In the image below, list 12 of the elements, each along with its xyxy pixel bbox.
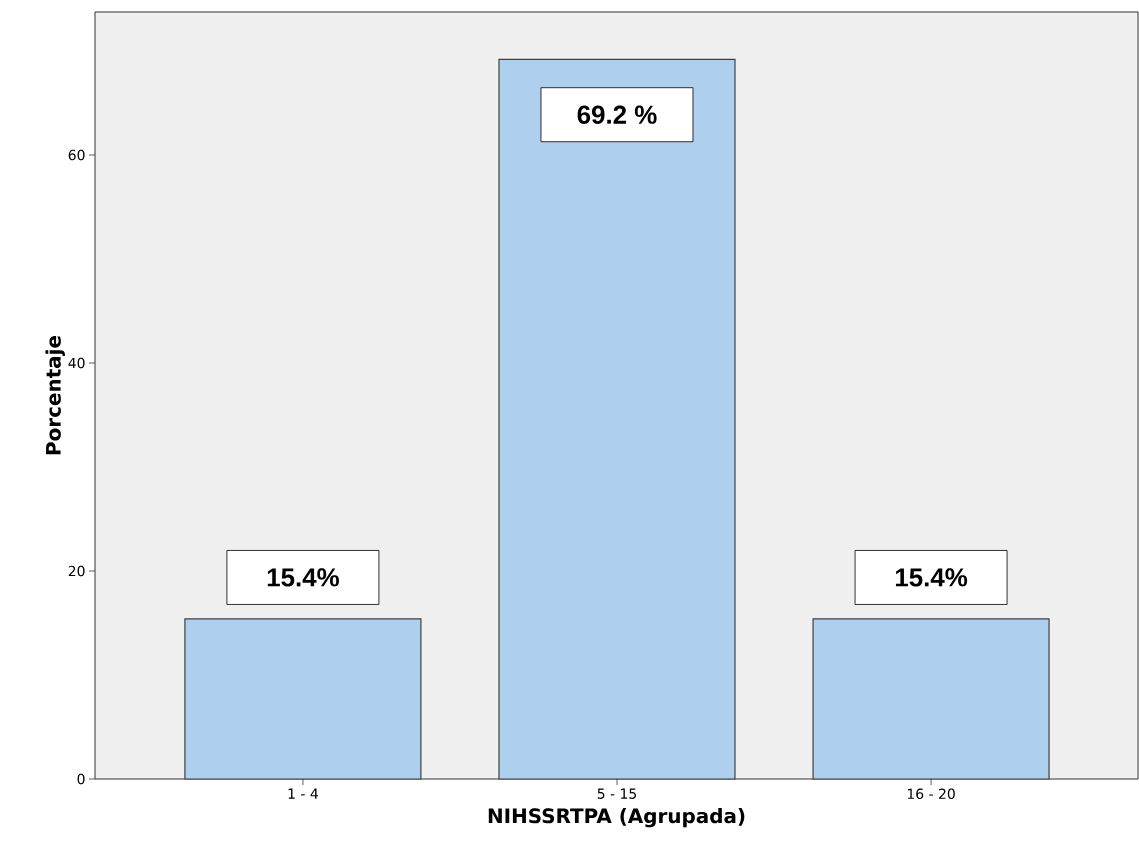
y-tick-label: 40 <box>68 357 85 369</box>
y-tick-label: 0 <box>77 773 85 785</box>
y-axis-title: Porcentaje <box>45 335 65 455</box>
x-axis-title: NIHSSRTPA (Agrupada) <box>488 807 745 828</box>
x-tick-label: 5 - 15 <box>597 788 637 799</box>
data-label: 15.4% <box>895 568 968 587</box>
y-tick-label: 20 <box>68 565 85 577</box>
x-tick-label: 16 - 20 <box>907 788 955 800</box>
data-label: 69.2 % <box>577 105 657 124</box>
y-tick-label: 60 <box>68 149 85 161</box>
x-tick-label: 1 - 4 <box>288 788 318 799</box>
data-label: 15.4% <box>267 568 339 587</box>
